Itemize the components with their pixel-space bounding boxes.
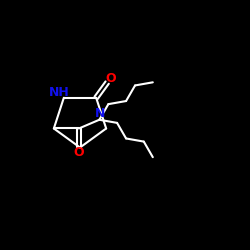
Text: N: N: [95, 107, 105, 120]
Text: NH: NH: [49, 86, 70, 98]
Text: O: O: [74, 146, 84, 159]
Text: O: O: [105, 72, 116, 85]
